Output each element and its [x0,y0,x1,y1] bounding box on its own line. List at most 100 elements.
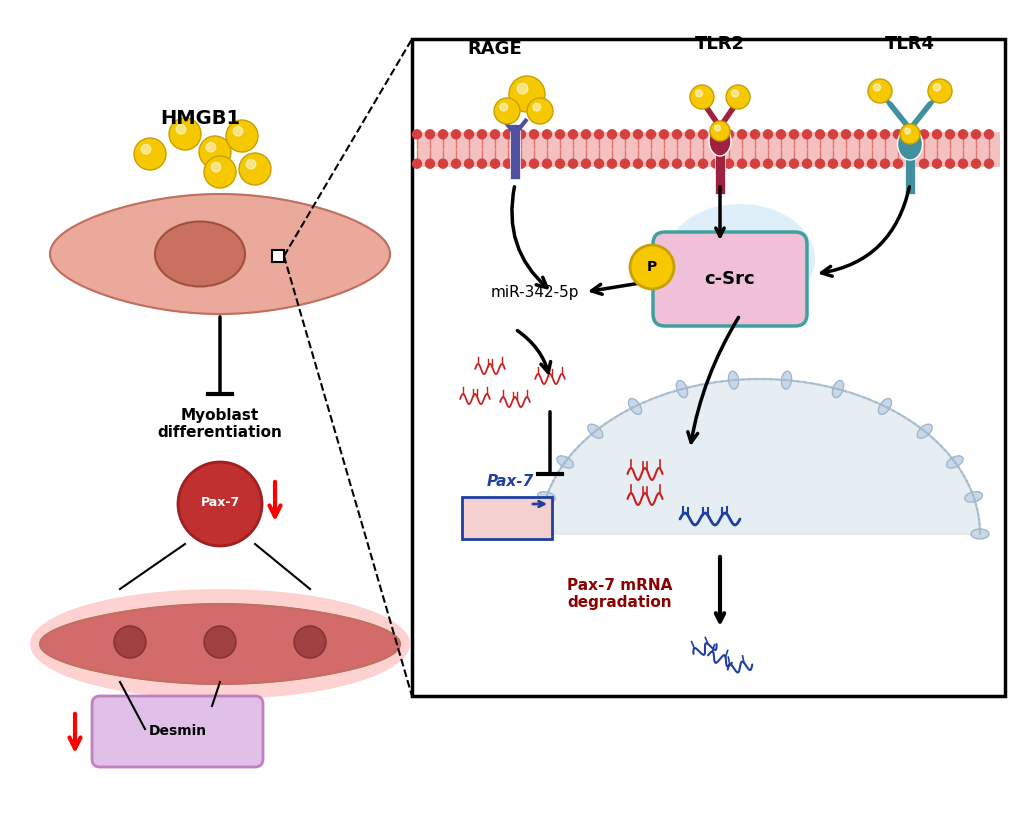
Circle shape [723,159,733,168]
Circle shape [169,118,201,150]
Ellipse shape [897,128,921,160]
Circle shape [451,159,460,168]
Circle shape [529,159,538,168]
Circle shape [750,159,759,168]
Ellipse shape [946,456,962,468]
Circle shape [517,83,528,94]
Circle shape [775,130,785,138]
Ellipse shape [537,491,554,502]
Circle shape [698,130,707,138]
Circle shape [204,626,235,658]
Circle shape [503,130,512,138]
Circle shape [866,159,875,168]
Circle shape [906,159,915,168]
Text: P: P [646,260,656,274]
Ellipse shape [628,399,641,414]
Circle shape [918,130,927,138]
Text: RAGE: RAGE [467,40,522,58]
Circle shape [918,159,927,168]
Bar [904,144,914,194]
Circle shape [815,130,823,138]
Circle shape [970,130,979,138]
Circle shape [516,159,525,168]
Circle shape [711,130,719,138]
Circle shape [477,130,486,138]
Circle shape [689,85,713,109]
Ellipse shape [664,204,814,314]
Circle shape [529,130,538,138]
Circle shape [211,163,220,172]
Circle shape [503,159,512,168]
Circle shape [893,159,902,168]
Circle shape [763,159,771,168]
Circle shape [620,130,629,138]
Circle shape [893,130,902,138]
Circle shape [499,103,507,111]
Circle shape [178,462,262,546]
Ellipse shape [708,126,731,156]
Circle shape [555,130,564,138]
Circle shape [932,83,940,91]
Circle shape [789,130,798,138]
Circle shape [726,85,749,109]
Circle shape [685,130,694,138]
Circle shape [477,159,486,168]
Circle shape [633,130,642,138]
Circle shape [594,130,603,138]
Ellipse shape [970,529,988,539]
Circle shape [983,130,993,138]
Circle shape [425,159,434,168]
Text: Myoblast
differentiation: Myoblast differentiation [157,408,282,440]
Circle shape [775,159,785,168]
Circle shape [931,130,941,138]
Circle shape [646,159,655,168]
Bar [714,144,725,194]
Circle shape [620,159,629,168]
FancyBboxPatch shape [652,232,806,326]
Circle shape [970,159,979,168]
Polygon shape [40,604,399,684]
Circle shape [508,76,544,112]
Circle shape [581,159,590,168]
Circle shape [827,130,837,138]
Circle shape [226,120,258,152]
Circle shape [659,159,667,168]
Ellipse shape [781,371,791,389]
Circle shape [763,130,771,138]
Circle shape [879,130,889,138]
Circle shape [133,138,166,170]
Circle shape [958,130,967,138]
Circle shape [867,79,892,103]
Circle shape [607,159,615,168]
Circle shape [568,130,577,138]
Circle shape [879,159,889,168]
Circle shape [114,626,146,658]
Circle shape [906,130,915,138]
Circle shape [542,130,551,138]
Circle shape [532,103,540,111]
Circle shape [713,125,719,131]
FancyBboxPatch shape [412,39,1004,696]
Circle shape [695,90,702,97]
Circle shape [199,136,230,168]
Circle shape [737,159,746,168]
Circle shape [490,159,499,168]
Circle shape [737,130,746,138]
Circle shape [899,124,919,144]
Text: TLR2: TLR2 [694,35,744,53]
Ellipse shape [877,399,891,414]
Circle shape [464,130,473,138]
Circle shape [293,626,326,658]
Circle shape [709,121,730,141]
Circle shape [904,128,910,134]
Ellipse shape [587,425,602,438]
Circle shape [206,143,216,152]
Circle shape [581,130,590,138]
Circle shape [438,130,447,138]
Circle shape [945,159,954,168]
Ellipse shape [728,371,738,389]
Circle shape [633,159,642,168]
Circle shape [246,159,256,169]
Text: miR-342-5p: miR-342-5p [490,284,579,299]
Circle shape [493,98,520,124]
